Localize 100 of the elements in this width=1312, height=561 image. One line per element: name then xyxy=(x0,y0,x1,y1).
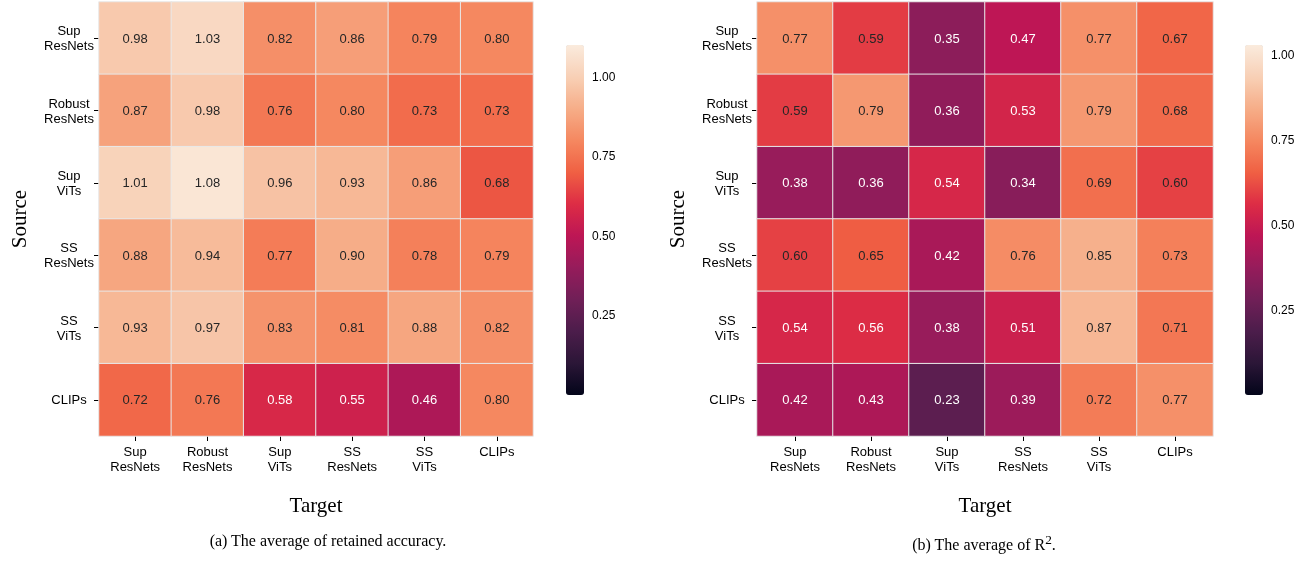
x-tick-label: Sup ResNets xyxy=(110,444,161,474)
data-label: 0.77 xyxy=(1162,392,1188,408)
color-bar-label: 1.00 xyxy=(592,69,616,84)
y-tick-label: CLIPs xyxy=(709,392,746,408)
data-label: 0.60 xyxy=(782,247,808,263)
data-label: 0.77 xyxy=(1086,30,1112,46)
x-tick-label: SS ViTs xyxy=(1086,444,1112,474)
data-label: 0.34 xyxy=(1010,175,1036,191)
color-bar-label: 1.00 xyxy=(1271,48,1295,63)
data-label: 0.82 xyxy=(267,30,293,46)
y-tick-label: SS ViTs xyxy=(56,312,82,343)
data-label: 0.54 xyxy=(934,175,960,191)
data-label: 0.85 xyxy=(1086,247,1112,263)
data-label: 0.80 xyxy=(484,30,510,46)
data-label: 0.36 xyxy=(934,103,960,118)
data-label: 0.72 xyxy=(122,392,148,408)
data-label: 0.35 xyxy=(934,30,960,46)
data-label: 0.79 xyxy=(1086,103,1112,118)
data-label: 0.79 xyxy=(858,103,884,118)
data-label: 0.43 xyxy=(858,392,884,408)
data-label: 0.86 xyxy=(411,175,438,191)
data-label: 0.68 xyxy=(1162,103,1188,118)
x-tick-label: Robust ResNets xyxy=(182,444,233,474)
data-label: 0.42 xyxy=(934,247,960,263)
data-label: 0.47 xyxy=(1010,30,1036,46)
data-label: 0.86 xyxy=(339,30,365,46)
data-label: 0.71 xyxy=(1162,320,1188,335)
x-tick-label: SS ResNets xyxy=(327,444,378,474)
data-label: 0.98 xyxy=(122,30,148,46)
y-tick-label: SS ResNets xyxy=(702,240,753,271)
x-axis-title: Target xyxy=(958,492,1012,517)
y-tick-label: Sup ResNets xyxy=(702,23,753,54)
data-label: 0.73 xyxy=(484,103,510,118)
y-tick-label: CLIPs xyxy=(51,392,88,408)
x-axis-title: Target xyxy=(289,492,343,517)
y-axis-title: Source xyxy=(6,189,31,249)
color-bar-label: 0.75 xyxy=(1271,133,1295,148)
data-label: 0.59 xyxy=(782,103,808,118)
color-bar-label: 0.25 xyxy=(1271,303,1295,318)
data-label: 0.53 xyxy=(1010,103,1036,118)
x-tick-label: CLIPs xyxy=(479,444,516,459)
data-label: 0.42 xyxy=(782,392,808,408)
data-label: 0.94 xyxy=(194,247,221,263)
y-tick-label: Robust ResNets xyxy=(44,95,95,126)
x-tick-label: SS ViTs xyxy=(412,444,438,474)
y-tick-label: Robust ResNets xyxy=(702,95,753,126)
data-label: 0.55 xyxy=(339,392,365,408)
text: (b) The average of R$^{2}$. xyxy=(911,532,1057,555)
data-label: 0.38 xyxy=(782,175,808,191)
data-label: 0.80 xyxy=(339,103,365,118)
data-label: 0.87 xyxy=(1086,320,1112,335)
data-label: 0.76 xyxy=(194,392,221,408)
data-label: 0.77 xyxy=(782,30,808,46)
x-tick-label: Sup ViTs xyxy=(934,444,960,474)
data-label: 0.73 xyxy=(411,103,438,118)
data-label: 0.78 xyxy=(411,247,438,263)
data-label: 0.87 xyxy=(122,103,148,118)
data-label: 1.08 xyxy=(194,175,221,191)
data-label: 1.01 xyxy=(122,175,148,191)
data-label: 0.46 xyxy=(411,392,438,408)
data-label: 0.96 xyxy=(267,175,293,191)
data-label: 1.03 xyxy=(194,30,221,46)
x-tick-label: CLIPs xyxy=(1157,444,1194,459)
data-label: 0.65 xyxy=(858,247,884,263)
data-label: 0.54 xyxy=(782,320,808,335)
data-label: 0.58 xyxy=(267,392,293,408)
data-label: 0.88 xyxy=(122,247,148,263)
data-label: 0.72 xyxy=(1086,392,1112,408)
y-tick-label: Sup ViTs xyxy=(56,167,82,198)
data-label: 0.39 xyxy=(1010,392,1036,408)
data-label: 0.79 xyxy=(484,247,510,263)
data-label: 0.51 xyxy=(1010,320,1036,335)
color-bar-label: 0.50 xyxy=(1271,218,1295,233)
data-label: 0.81 xyxy=(339,320,365,335)
x-tick-label: Sup ResNets xyxy=(770,444,821,474)
data-label: 0.68 xyxy=(484,175,510,191)
data-label: 0.76 xyxy=(1010,247,1036,263)
data-label: 0.98 xyxy=(194,103,221,118)
data-label: 0.93 xyxy=(339,175,365,191)
data-label: 0.93 xyxy=(122,320,148,335)
data-label: 0.82 xyxy=(484,320,510,335)
data-label: 0.80 xyxy=(484,392,510,408)
data-label: 0.36 xyxy=(858,175,884,191)
color-bar-label: 0.50 xyxy=(592,228,616,243)
x-tick-label: SS ResNets xyxy=(998,444,1049,474)
y-tick-label: SS ResNets xyxy=(44,240,95,271)
data-label: 0.83 xyxy=(267,320,293,335)
color-bar-label: 0.75 xyxy=(592,149,616,164)
data-label: 0.73 xyxy=(1162,247,1188,263)
x-tick-label: Robust ResNets xyxy=(846,444,897,474)
data-label: 0.76 xyxy=(267,103,293,118)
y-tick-label: Sup ViTs xyxy=(714,167,740,198)
data-label: 0.77 xyxy=(267,247,293,263)
text: (a) The average of retained accuracy. xyxy=(208,532,448,550)
data-label: 0.23 xyxy=(934,392,960,408)
data-label: 0.97 xyxy=(194,320,221,335)
data-label: 0.60 xyxy=(1162,175,1188,191)
data-label: 0.38 xyxy=(934,320,960,335)
data-label: 0.79 xyxy=(411,30,438,46)
data-label: 0.69 xyxy=(1086,175,1112,191)
